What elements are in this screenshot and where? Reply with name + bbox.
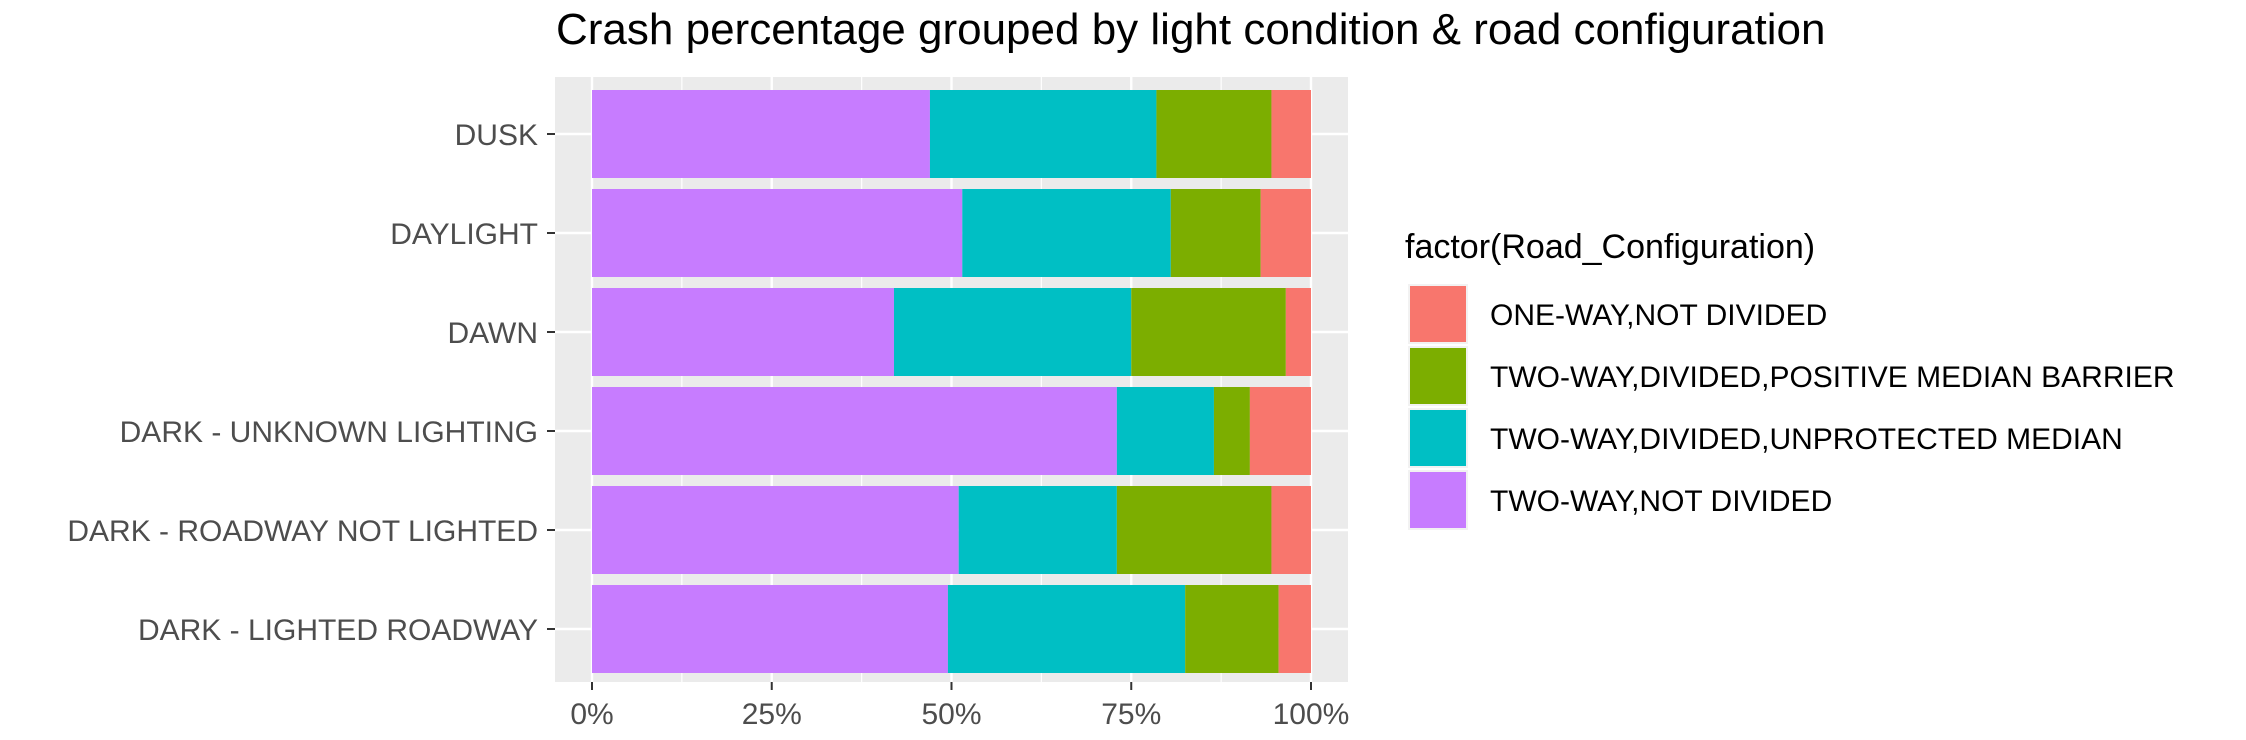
legend-label: TWO-WAY,DIVIDED,POSITIVE MEDIAN BARRIER (1490, 361, 2175, 394)
legend-swatch (1410, 348, 1466, 404)
bar-segment (592, 387, 1117, 475)
bar-segment (1271, 90, 1311, 178)
chart-title: Crash percentage grouped by light condit… (556, 5, 1826, 54)
legend-label: ONE-WAY,NOT DIVIDED (1490, 299, 1827, 332)
x-tick-label: 25% (742, 698, 802, 731)
bar-segment (929, 90, 1157, 178)
bar-segment (592, 288, 894, 376)
legend-label: TWO-WAY,DIVIDED,UNPROTECTED MEDIAN (1490, 423, 2123, 456)
bar-segment (947, 585, 1186, 673)
category-label: DARK - UNKNOWN LIGHTING (120, 416, 538, 449)
x-tick-label: 0% (570, 698, 613, 731)
bar-segment (962, 189, 1171, 277)
legend-title: factor(Road_Configuration) (1405, 228, 1815, 266)
bar-segment (958, 486, 1117, 574)
bars-layer (592, 90, 1311, 673)
category-label: DARK - LIGHTED ROADWAY (138, 614, 538, 647)
bar-segment (893, 288, 1132, 376)
bar-segment (592, 486, 959, 574)
x-axis-ticks: 0% 25% 50% 75% 100% (570, 682, 1349, 731)
bar-segment (1131, 288, 1286, 376)
category-label: DAYLIGHT (390, 218, 538, 251)
bar-segment (592, 189, 963, 277)
bar-segment (1156, 90, 1272, 178)
legend-label: TWO-WAY,NOT DIVIDED (1490, 485, 1832, 518)
category-label: DUSK (455, 119, 538, 152)
bar-segment (1278, 585, 1311, 673)
bar-segment (1116, 486, 1272, 574)
legend-swatch (1410, 410, 1466, 466)
category-label: DAWN (447, 317, 538, 350)
bar-segment (1285, 288, 1311, 376)
bar-segment (1116, 387, 1214, 475)
bar-segment (1249, 387, 1311, 475)
x-tick-label: 75% (1101, 698, 1161, 731)
bar-segment (1185, 585, 1279, 673)
category-labels: DUSK DAYLIGHT DAWN DARK - UNKNOWN LIGHTING D… (67, 119, 555, 647)
bar-segment (1213, 387, 1250, 475)
bar-segment (592, 585, 948, 673)
legend: factor(Road_Configuration) ONE-WAY,NOT D… (1405, 228, 2175, 530)
x-tick-label: 50% (921, 698, 981, 731)
bar-segment (1271, 486, 1311, 574)
category-label: DARK - ROADWAY NOT LIGHTED (67, 515, 538, 548)
legend-swatch (1410, 472, 1466, 528)
x-tick-label: 100% (1273, 698, 1350, 731)
bar-segment (592, 90, 930, 178)
bar-segment (1260, 189, 1311, 277)
legend-swatch (1410, 286, 1466, 342)
bar-segment (1170, 189, 1261, 277)
